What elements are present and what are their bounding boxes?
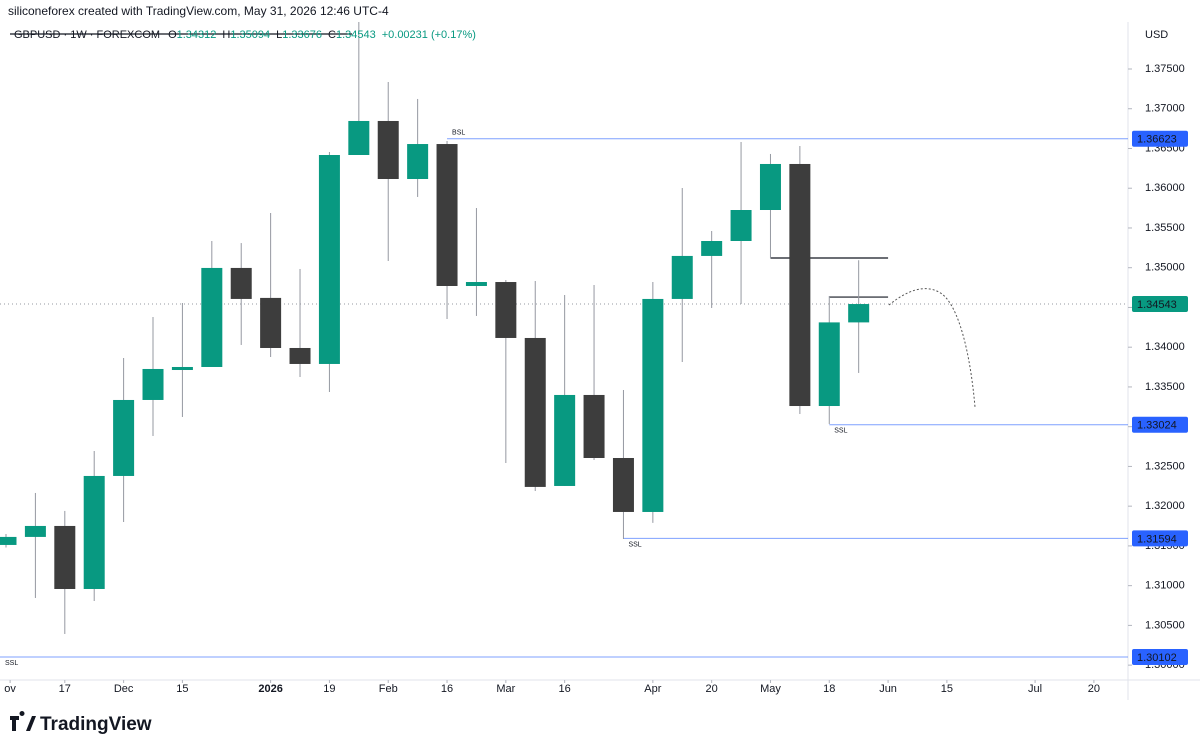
candle-body xyxy=(495,282,517,338)
candle-body xyxy=(436,144,458,286)
plot-area: BSL SSL SSL SSL xyxy=(0,22,1128,667)
x-tick-label: 18 xyxy=(823,683,835,695)
candle-body xyxy=(730,210,752,242)
level-label: 1.36623 xyxy=(1137,134,1177,146)
x-tick-label: 16 xyxy=(559,683,571,695)
level-label: 1.30102 xyxy=(1137,652,1177,664)
y-tick-label: 1.35500 xyxy=(1145,222,1185,234)
ohlc-value: 1.33676 xyxy=(282,29,322,41)
candle-body xyxy=(554,394,576,486)
level-label-box xyxy=(1132,649,1188,666)
x-tick-label: 20 xyxy=(706,683,718,695)
candle-body xyxy=(818,322,840,407)
y-tick-label: 1.36000 xyxy=(1145,182,1185,194)
x-tick-label: 20 xyxy=(1088,683,1100,695)
level-label-box xyxy=(1132,130,1188,147)
y-tick-label: 1.32000 xyxy=(1145,500,1185,512)
candle-body xyxy=(318,154,340,364)
candle-body xyxy=(289,347,311,364)
candle-body xyxy=(759,163,781,211)
level-label-box xyxy=(1132,530,1188,547)
x-tick-label: 16 xyxy=(441,683,453,695)
change: +0.00231 (+0.17%) xyxy=(382,29,476,41)
y-tick-label: 1.37500 xyxy=(1145,63,1185,75)
candle-body xyxy=(848,304,870,323)
candle-body xyxy=(642,298,664,512)
credit: siliconeforex created with TradingView.c… xyxy=(8,4,389,18)
candle-body xyxy=(142,368,164,400)
x-tick-label: 19 xyxy=(323,683,335,695)
x-tick-label: 2026 xyxy=(258,683,282,695)
ohlc-letter: O xyxy=(168,29,177,41)
level-label: 1.33024 xyxy=(1137,420,1177,432)
candle-body xyxy=(230,267,252,299)
candle-body xyxy=(465,282,487,286)
brand: TradingView xyxy=(40,714,152,735)
candle-body xyxy=(407,144,429,180)
last-price-label: 1.34543 xyxy=(1137,299,1177,311)
candle-body xyxy=(789,163,811,407)
x-tick-label: Dec xyxy=(114,683,134,695)
candle-body xyxy=(171,366,193,371)
y-tick-label: 1.32500 xyxy=(1145,460,1185,472)
x-tick-label: 15 xyxy=(941,683,953,695)
projection-curve xyxy=(888,288,976,408)
candle-body xyxy=(701,241,723,256)
last-price-box xyxy=(1132,296,1188,313)
candle-body xyxy=(201,267,223,367)
x-tick-label: Apr xyxy=(644,683,661,695)
x-tick-label: Mar xyxy=(496,683,515,695)
ohlc-value: 1.34543 xyxy=(336,29,376,41)
level-tag: SSL xyxy=(628,541,641,548)
currency: USD xyxy=(1145,29,1168,41)
level-tag: SSL xyxy=(834,428,847,435)
candle-body xyxy=(24,525,46,537)
logo-mark xyxy=(10,710,36,731)
candle-body xyxy=(671,255,693,299)
ohlc-value: 1.35094 xyxy=(230,29,270,41)
candle-body xyxy=(348,120,370,155)
candle-body xyxy=(83,475,105,589)
logo xyxy=(10,710,36,731)
x-tick-label: Jul xyxy=(1028,683,1042,695)
y-tick-label: 1.31000 xyxy=(1145,580,1185,592)
candle-body xyxy=(377,120,399,180)
x-tick-label: ov xyxy=(4,683,16,695)
ohlc-letter: C xyxy=(328,29,336,41)
y-tick-label: 1.30500 xyxy=(1145,619,1185,631)
y-tick-label: 1.33500 xyxy=(1145,381,1185,393)
candle-body xyxy=(54,525,76,589)
ohlc-letter: H xyxy=(222,29,230,41)
candle-body xyxy=(612,457,634,512)
level-label: 1.31594 xyxy=(1137,533,1177,545)
level-tag: BSL xyxy=(452,130,465,137)
x-tick-label: 17 xyxy=(59,683,71,695)
level-tag: SSL xyxy=(5,660,18,667)
y-tick-label: 1.37000 xyxy=(1145,103,1185,115)
x-tick-label: 15 xyxy=(176,683,188,695)
x-tick-label: May xyxy=(760,683,781,695)
y-tick-label: 1.34000 xyxy=(1145,341,1185,353)
x-tick-label: Jun xyxy=(879,683,897,695)
ohlc-letter: L xyxy=(276,29,282,41)
candle-body xyxy=(0,536,17,545)
candle-body xyxy=(583,394,605,458)
x-tick-label: Feb xyxy=(379,683,398,695)
legend: GBPUSD · 1W · FOREXCOM O1.34312 H1.35094 L1… xyxy=(14,29,476,41)
candle-body xyxy=(524,337,546,487)
level-label-box xyxy=(1132,416,1188,433)
candle-body xyxy=(113,399,135,476)
ohlc-value: 1.34312 xyxy=(177,29,217,41)
symbol: GBPUSD · 1W · FOREXCOM xyxy=(14,29,160,41)
candle-body xyxy=(260,297,282,348)
y-tick-label: 1.35000 xyxy=(1145,262,1185,274)
